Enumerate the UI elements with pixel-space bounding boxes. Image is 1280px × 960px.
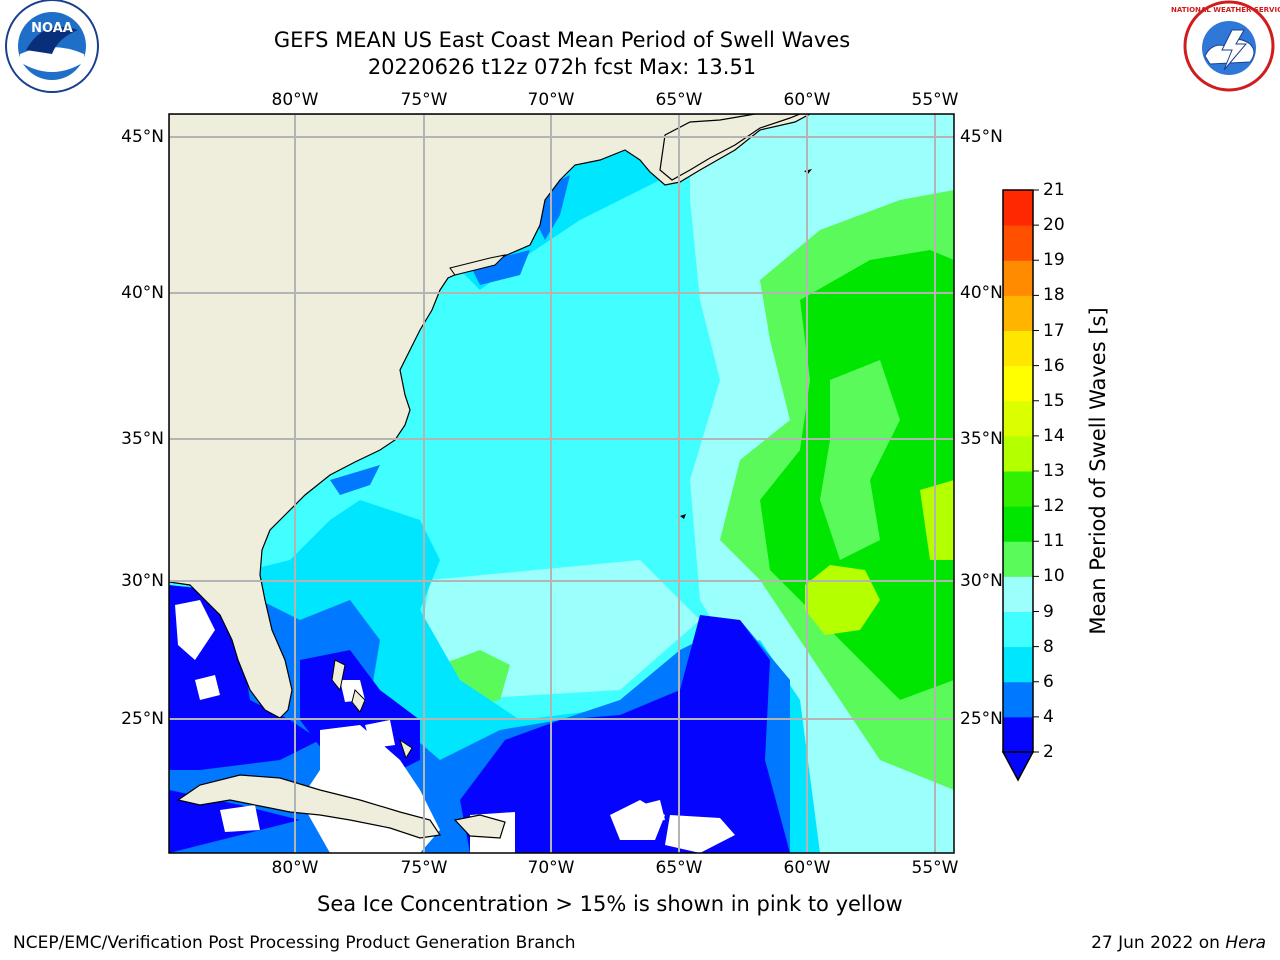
land-north-america xyxy=(169,114,811,719)
colorbar-tick-label: 13 xyxy=(1043,461,1065,481)
land-cuba xyxy=(176,774,442,839)
colorbar xyxy=(1002,189,1039,753)
colorbar-tick-label: 14 xyxy=(1043,425,1065,446)
lon-label-top-80w: 80°W xyxy=(271,90,319,110)
colorbar-segment xyxy=(1003,681,1033,718)
lon-label-top-75w: 75°W xyxy=(400,90,448,110)
lat-label-left-25n: 25°N xyxy=(121,709,164,729)
swell-yellowgreen-2 xyxy=(920,480,954,560)
lat-label-right-40n: 40°N xyxy=(960,283,1003,303)
colorbar-tick-label: 19 xyxy=(1043,250,1065,271)
colorbar-segment xyxy=(1003,435,1033,472)
nws-logo-text: NATIONAL WEATHER SERVICE xyxy=(1171,6,1280,14)
map-subtitle: 20220626 t12z 072h fcst Max: 13.51 xyxy=(367,55,757,79)
lat-label-right-25n: 25°N xyxy=(960,709,1003,729)
swell-inner-light xyxy=(820,360,900,560)
map-title: GEFS MEAN US East Coast Mean Period of S… xyxy=(273,28,851,52)
lon-label-bottom-80w: 80°W xyxy=(271,858,319,878)
colorbar-tick-label: 4 xyxy=(1043,706,1054,727)
colorbar-tick-label: 12 xyxy=(1043,496,1065,517)
lon-label-top-70w: 70°W xyxy=(527,90,575,110)
colorbar-tick-label: 15 xyxy=(1043,390,1065,411)
colorbar-segment xyxy=(1003,716,1033,753)
no-data-patch-1 xyxy=(195,675,220,700)
colorbar-label: Mean Period of Swell Waves [s] xyxy=(1086,307,1110,634)
colorbar-segment xyxy=(1003,365,1033,402)
colorbar-tick-label: 17 xyxy=(1043,320,1065,341)
no-data-patch-5 xyxy=(640,800,665,822)
lon-label-top-65w: 65°W xyxy=(655,90,703,110)
colorbar-segment xyxy=(1003,576,1033,612)
land-long-island xyxy=(449,254,507,276)
colorbar-tick-label: 21 xyxy=(1043,180,1065,200)
colorbar-tick-label: 16 xyxy=(1043,355,1065,376)
colorbar-segment xyxy=(1003,611,1033,648)
lat-label-right-35n: 35°N xyxy=(960,429,1003,449)
deep-blue-carolina xyxy=(330,465,380,495)
lat-label-right-45n: 45°N xyxy=(960,127,1003,147)
darkest-blue-east xyxy=(460,615,790,853)
no-data-patch-6 xyxy=(365,720,395,748)
lon-label-bottom-75w: 75°W xyxy=(400,858,448,878)
colorbar-tick-label: 10 xyxy=(1043,566,1065,587)
noaa-logo: NOAA xyxy=(5,0,99,93)
footer-date-text: 27 Jun 2022 on xyxy=(1091,933,1226,953)
footer-date: 27 Jun 2022 on Hera xyxy=(1091,933,1266,953)
map-frame xyxy=(168,113,955,854)
colorbar-segment xyxy=(1003,646,1033,683)
colorbar-segment xyxy=(1003,400,1033,437)
colorbar-segment xyxy=(1003,330,1033,367)
footer-credit: NCEP/EMC/Verification Post Processing Pr… xyxy=(13,933,576,953)
land-bahamas-2 xyxy=(351,689,366,713)
colorbar-tick-label: 20 xyxy=(1043,215,1065,236)
graticule xyxy=(169,114,954,853)
colorbar-tick-label: 18 xyxy=(1043,285,1065,306)
colorbar-extend-arrow xyxy=(1001,751,1035,782)
colorbar-tick-label: 8 xyxy=(1043,636,1054,657)
colorbar-segment xyxy=(1003,225,1033,261)
colorbar-segment xyxy=(1003,190,1033,226)
colorbar-segment xyxy=(1003,471,1033,507)
colorbar-tick-label: 2 xyxy=(1043,742,1054,762)
lat-label-left-35n: 35°N xyxy=(121,429,164,449)
lon-label-top-55w: 55°W xyxy=(911,90,959,110)
lat-label-left-45n: 45°N xyxy=(121,127,164,147)
deep-blue-nybight xyxy=(470,250,530,285)
lat-label-right-30n: 30°N xyxy=(960,571,1003,591)
lat-label-left-40n: 40°N xyxy=(121,283,164,303)
colorbar-segment xyxy=(1003,506,1033,542)
no-data-florida-west xyxy=(175,600,215,660)
colorbar-tick-label: 11 xyxy=(1043,531,1065,552)
sea-ice-caption: Sea Ice Concentration > 15% is shown in … xyxy=(317,892,903,916)
land-nova-scotia xyxy=(659,114,801,181)
swell-yellowgreen xyxy=(805,565,880,635)
nws-logo: NATIONAL WEATHER SERVICE xyxy=(1171,0,1280,92)
land-bahamas-1 xyxy=(331,659,346,692)
footer-host: Hera xyxy=(1225,933,1266,953)
noaa-logo-text: NOAA xyxy=(31,21,73,36)
no-data-patch-3 xyxy=(665,815,735,853)
land-bermuda xyxy=(680,514,686,519)
lon-label-bottom-70w: 70°W xyxy=(527,858,575,878)
colorbar-tick-label: 6 xyxy=(1043,671,1054,692)
land-bahamas-3 xyxy=(399,738,413,760)
lat-label-left-30n: 30°N xyxy=(121,571,164,591)
lon-label-top-60w: 60°W xyxy=(783,90,831,110)
colorbar-segment xyxy=(1003,260,1033,296)
colorbar-segment xyxy=(1003,295,1033,331)
lon-label-bottom-60w: 60°W xyxy=(783,858,831,878)
no-data-patch-8 xyxy=(220,805,260,832)
colorbar-tick-label: 9 xyxy=(1043,601,1054,622)
lon-label-bottom-65w: 65°W xyxy=(655,858,703,878)
land-hispaniola xyxy=(453,814,506,839)
colorbar-segment xyxy=(1003,541,1033,577)
lon-label-bottom-55w: 55°W xyxy=(911,858,959,878)
